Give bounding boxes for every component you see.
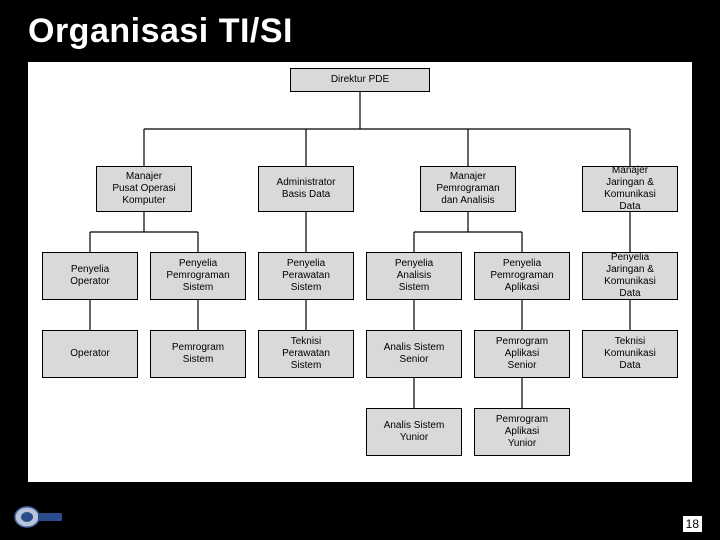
node-stf_appsr: PemrogramAplikasiSenior [474,330,570,378]
node-mgr_db: AdministratorBasis Data [258,166,354,212]
node-mgr_net: ManajerJaringan &KomunikasiData [582,166,678,212]
node-stf_maint: TeknisiPerawatanSistem [258,330,354,378]
node-sup_op: PenyeliaOperator [42,252,138,300]
node-sup_ansis: PenyeliaAnalisisSistem [366,252,462,300]
node-sup_maint: PenyeliaPerawatanSistem [258,252,354,300]
node-mgr_prog: ManajerPemrogramandan Analisis [420,166,516,212]
org-chart: Direktur PDE ManajerPusat OperasiKomputer… [28,62,692,482]
node-mgr_ops: ManajerPusat OperasiKomputer [96,166,192,212]
node-sup_sysprog: PenyeliaPemrogramanSistem [150,252,246,300]
node-jr_app: PemrogramAplikasiYunior [474,408,570,456]
slide-number: 18 [683,516,702,532]
node-stf_net: TeknisiKomunikasiData [582,330,678,378]
node-stf_sysprog: PemrogramSistem [150,330,246,378]
node-jr_ansis: Analis SistemYunior [366,408,462,456]
node-stf_op: Operator [42,330,138,378]
footer-logo [14,504,64,530]
slide-title: Organisasi TI/SI [28,12,293,51]
node-sup_appprog: PenyeliaPemrogramanAplikasi [474,252,570,300]
node-director: Direktur PDE [290,68,430,92]
node-sup_net: PenyeliaJaringan &KomunikasiData [582,252,678,300]
node-stf_ansr: Analis SistemSenior [366,330,462,378]
